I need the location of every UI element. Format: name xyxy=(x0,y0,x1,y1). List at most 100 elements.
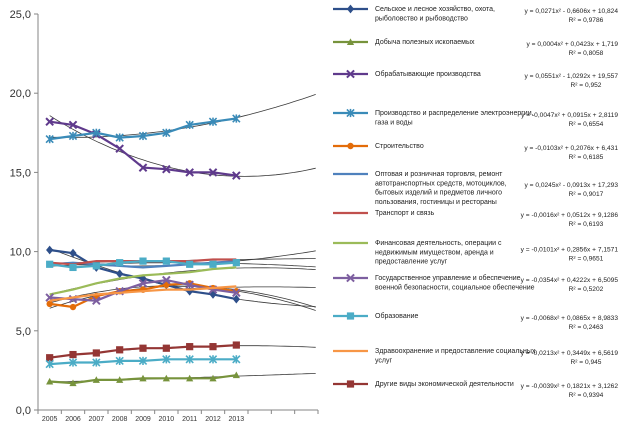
data-point xyxy=(69,263,77,272)
legend-item: Транспорт и связь y = -0,0016x² + 0,0512x… xyxy=(333,210,618,228)
trend-equation: y = -0,0354x² + 0,4222x + 6,5095 xyxy=(521,277,619,284)
data-point xyxy=(139,374,147,382)
marker-stroke xyxy=(92,296,101,306)
data-point xyxy=(92,296,101,306)
data-point xyxy=(232,171,241,180)
data-point xyxy=(347,142,354,150)
trend-equation: y = -0,0039x² + 0,1821x + 3,1262 xyxy=(521,383,619,390)
trendlines xyxy=(49,94,316,383)
axes: 0,0 5,0 10,0 15,0 20,0 25,0 2005 2006 2007 2008 20… xyxy=(10,9,319,423)
legend-item: Другие виды экономической деятельности y … xyxy=(333,380,618,399)
trend-r2: R² = 0,9651 xyxy=(569,256,604,263)
trend-r2: R² = 0,952 xyxy=(571,82,602,89)
y-tick-label: 5,0 xyxy=(16,326,31,338)
legend-label: военной безопасности, социальное обеспеч… xyxy=(375,283,535,291)
series-2 xyxy=(46,371,240,387)
data-point xyxy=(209,260,217,268)
x-tick-label: 2009 xyxy=(135,416,151,423)
data-point xyxy=(208,355,218,364)
legend-item: Финансовая деятельность, операции с недви… xyxy=(333,240,618,266)
data-point xyxy=(209,374,217,382)
trend-r2: R² = 0,9394 xyxy=(569,392,604,399)
data-point xyxy=(346,69,355,79)
trend-r2: R² = 0,945 xyxy=(571,359,602,366)
x-tick-label: 2013 xyxy=(229,416,245,423)
trend-equation: y = 0,0271x² - 0,6606x + 10,824 xyxy=(525,8,619,15)
legend-item: Производство и распределение электроэнер… xyxy=(333,108,618,128)
trend-r2: R² = 0,9786 xyxy=(569,17,604,24)
data-point xyxy=(346,380,355,388)
data-point xyxy=(46,245,54,255)
data-point xyxy=(116,259,124,267)
marker-stroke xyxy=(185,280,194,290)
marker-stroke xyxy=(115,144,124,153)
data-point xyxy=(185,120,194,130)
legend-label: автотранспортных средств, мотоциклов, xyxy=(375,180,507,187)
y-tick-label: 25,0 xyxy=(10,9,31,21)
data-point xyxy=(185,168,194,177)
data-point xyxy=(45,117,54,127)
x-tick-label: 2005 xyxy=(42,416,58,423)
legend-label: Другие виды экономической деятельности xyxy=(375,380,514,388)
y-tick-label: 0,0 xyxy=(16,405,31,417)
trend-equation: y = 0,0245x² - 0,0913x + 17,293 xyxy=(525,182,619,189)
legend: Сельское и лесное хозяйство, охота,рыбол… xyxy=(333,4,619,399)
data-point xyxy=(115,356,124,366)
legend-item: Строительство y = -0,0103x² + 0,2076x + 6… xyxy=(333,142,618,161)
data-point xyxy=(138,278,148,288)
series-10 xyxy=(46,257,240,272)
trend-r2: R² = 0,6193 xyxy=(569,221,604,228)
trend-r2: R² = 0,6185 xyxy=(569,154,604,161)
data-point xyxy=(232,259,240,267)
trend-r2: R² = 0,9017 xyxy=(569,191,604,198)
marker-stroke xyxy=(185,168,194,177)
legend-label: Добыча полезных ископаемых xyxy=(375,38,475,46)
data-point xyxy=(115,144,124,153)
legend-label: Образование xyxy=(375,312,418,320)
data-point xyxy=(116,376,124,383)
data-point xyxy=(232,288,241,298)
series-8 xyxy=(49,266,237,296)
marker-stroke xyxy=(346,273,355,283)
trend-r2: R² = 0,5202 xyxy=(569,286,604,293)
trend-equation: y = 0,0004x² + 0,0423x + 1,719 xyxy=(527,41,619,48)
data-point xyxy=(138,131,148,141)
data-point xyxy=(162,257,170,265)
trendline xyxy=(49,115,316,177)
legend-label: Производство и распределение электроэнер… xyxy=(375,110,534,117)
data-point xyxy=(208,117,218,126)
marker-stroke xyxy=(45,293,54,302)
trend-equation: y = -0,0047x² + 0,0915x + 2,8119 xyxy=(521,112,618,119)
marker-stroke xyxy=(208,168,218,177)
series-line xyxy=(49,266,237,296)
trend-equation: y = -0,0213x² + 0,3449x + 6,5619 xyxy=(521,350,619,357)
data-point xyxy=(139,257,147,265)
data-point xyxy=(45,134,54,144)
data-point xyxy=(232,294,240,304)
x-tick-label: 2006 xyxy=(65,416,81,423)
marker-stroke xyxy=(232,288,241,298)
data-point xyxy=(162,275,171,285)
data-point xyxy=(346,38,355,45)
data-point xyxy=(186,260,194,268)
y-tick-label: 15,0 xyxy=(10,167,31,179)
legend-label: Строительство xyxy=(375,143,424,150)
marker-stroke xyxy=(346,69,355,79)
marker-stroke xyxy=(68,120,78,130)
legend-item: Здравоохранение и предоставление социаль… xyxy=(333,348,618,366)
series-group xyxy=(45,114,241,387)
trend-r2: R² = 0,8058 xyxy=(569,50,604,57)
data-point xyxy=(209,343,217,351)
data-point xyxy=(162,374,170,382)
trend-equation: y = -0,0103x² + 0,2076x + 6,431 xyxy=(524,145,618,152)
series-3 xyxy=(45,117,241,180)
marker-stroke xyxy=(45,117,54,127)
legend-item: Оптовая и розничная торговля, ремонт авто… xyxy=(333,171,618,206)
data-point xyxy=(163,281,170,289)
x-tick-label: 2010 xyxy=(159,416,175,423)
data-point xyxy=(346,4,355,14)
data-point xyxy=(138,356,148,366)
data-point xyxy=(116,346,124,354)
